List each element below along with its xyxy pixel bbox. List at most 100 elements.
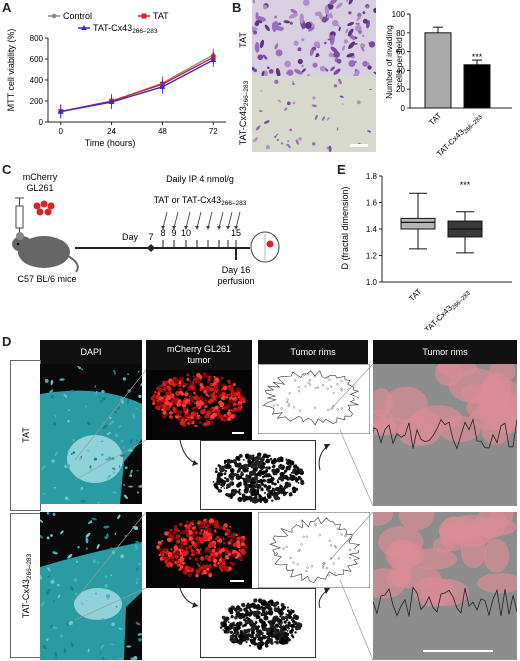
day7-marker xyxy=(147,244,155,252)
mask-pixel xyxy=(238,616,242,619)
tumor-signal xyxy=(181,537,184,540)
tumor-signal xyxy=(192,381,195,384)
mouse-strain-label: C57 BL/6 mice xyxy=(17,274,76,284)
tumor-signal xyxy=(195,540,200,545)
tumor-signal xyxy=(228,409,231,412)
tumor-signal xyxy=(229,562,232,565)
tumor-signal xyxy=(222,546,225,549)
mask-pixel xyxy=(267,607,270,610)
mask-pixel xyxy=(257,598,263,604)
nucleus-mark xyxy=(124,534,127,538)
mask-pixel xyxy=(291,609,295,614)
tumor-signal xyxy=(161,413,167,419)
cell-mark xyxy=(292,101,296,105)
nucleus-mark xyxy=(66,621,69,626)
cell-mark xyxy=(330,46,339,54)
cell-mark xyxy=(274,135,277,138)
cell-mark xyxy=(343,39,349,44)
tumor-signal xyxy=(196,551,199,554)
tumor-signal xyxy=(214,552,219,556)
tumor-signal xyxy=(188,523,191,526)
tumor-signal xyxy=(240,542,246,547)
cell-mark xyxy=(369,88,372,91)
mask-pixel xyxy=(222,629,224,631)
nucleus-mark xyxy=(57,594,61,599)
tumor-signal xyxy=(228,397,232,400)
tumor-signal xyxy=(209,557,213,561)
y-tick-label: 0 xyxy=(39,118,44,127)
data-point xyxy=(108,99,115,105)
data-point xyxy=(159,83,166,89)
nucleus-mark xyxy=(110,643,115,646)
tumor-signal xyxy=(158,553,161,557)
tumor-signal xyxy=(152,398,156,403)
tumor-signal xyxy=(189,396,194,401)
cell-mark xyxy=(274,15,277,19)
cell-mark xyxy=(327,38,332,41)
rim-fragment xyxy=(314,522,317,525)
tumor-signal xyxy=(200,556,204,559)
rim-fragment xyxy=(333,572,337,575)
tumor-signal xyxy=(236,552,241,557)
nucleus-mark xyxy=(47,567,51,572)
mask-pixel xyxy=(215,467,218,470)
tumor-signal xyxy=(176,541,179,544)
mask-pixel xyxy=(284,615,289,620)
tumor-signal xyxy=(214,408,220,414)
mask-pixel xyxy=(241,496,246,501)
tumor-signal xyxy=(207,375,212,380)
tumor-signal xyxy=(186,406,189,409)
nucleus-mark xyxy=(110,574,113,577)
mask-pixel xyxy=(281,615,286,621)
cell-mark xyxy=(324,5,330,16)
mask-pixel xyxy=(223,472,227,476)
tumor-signal xyxy=(204,554,210,560)
tumor-signal xyxy=(164,531,169,536)
tumor-signal xyxy=(221,558,226,563)
mask-pixel xyxy=(221,483,225,487)
mouse-icon xyxy=(12,232,79,273)
cell-mark xyxy=(280,142,284,145)
mask-pixel xyxy=(250,630,255,635)
injection-arrowhead xyxy=(217,226,221,230)
mask-pixel xyxy=(251,491,257,496)
tumor-signal xyxy=(176,402,181,407)
nucleus-mark xyxy=(124,466,128,470)
mask-pixel xyxy=(290,623,295,628)
panel-e-chart: D (fractal dimension) 1.0 1.2 1.4 1.6 1.8 TAT… xyxy=(340,172,512,330)
tumor-signal xyxy=(169,411,173,415)
tumor-signal xyxy=(184,524,188,528)
tumor-signal xyxy=(223,541,226,545)
mask-pixel xyxy=(287,638,291,642)
cell-mark xyxy=(288,13,299,19)
tumor-signal xyxy=(172,406,177,412)
nucleus-mark xyxy=(51,625,58,630)
scale-bar xyxy=(350,144,368,147)
invasion-micrograph-tat xyxy=(252,0,376,76)
nucleus-mark xyxy=(64,496,69,500)
nucleus-mark xyxy=(137,491,139,494)
mask-pixel xyxy=(263,462,266,466)
mask-pixel xyxy=(271,604,273,606)
tumor-signal xyxy=(193,388,196,391)
mask-pixel xyxy=(285,485,288,489)
nucleus-mark xyxy=(123,494,128,500)
nucleus-mark xyxy=(130,657,137,660)
injection-arrowhead xyxy=(226,226,230,230)
nucleus-mark xyxy=(81,368,83,370)
cell-mark xyxy=(362,34,365,38)
nucleus-mark xyxy=(134,526,139,531)
tumor-signal xyxy=(199,548,202,551)
tumor-signal xyxy=(218,525,223,530)
tumor-signal xyxy=(205,419,208,422)
mask-pixel xyxy=(257,638,260,641)
mask-pixel xyxy=(285,613,288,616)
tumor-signal xyxy=(228,399,232,404)
tumor-signal xyxy=(193,402,196,405)
cell-mark xyxy=(275,49,283,57)
panel-b-significance: *** xyxy=(472,52,483,62)
tumor-signal xyxy=(172,530,177,535)
rim-fragment xyxy=(286,398,289,401)
mask-pixel xyxy=(223,487,226,489)
tumor-signal xyxy=(196,416,200,419)
